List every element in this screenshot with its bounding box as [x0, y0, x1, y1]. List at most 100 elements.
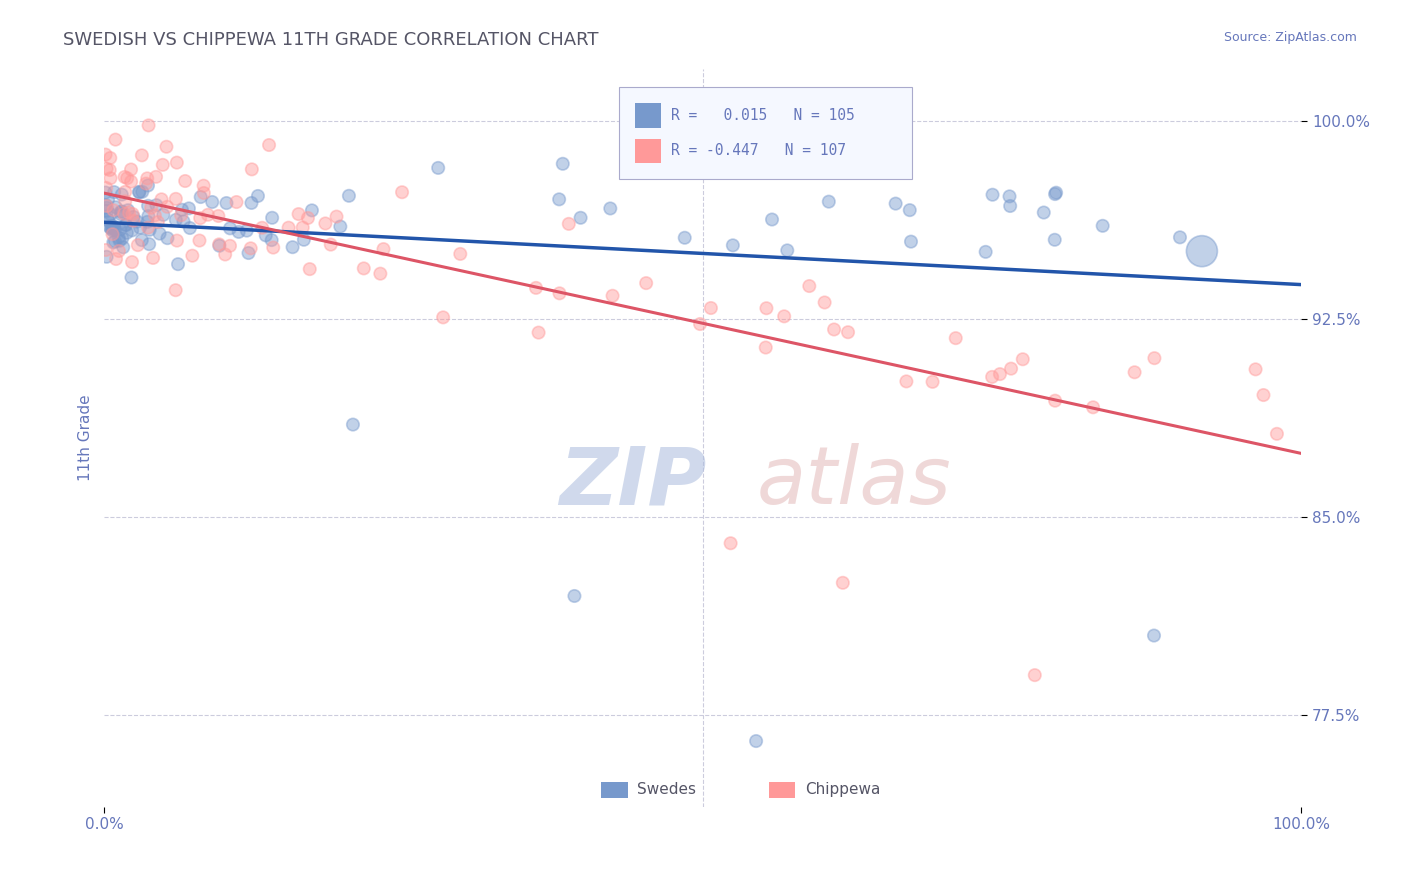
Bar — [769, 782, 796, 798]
Point — [262, 211, 284, 225]
Point — [148, 227, 170, 241]
Point — [1253, 388, 1275, 402]
Point — [104, 222, 127, 236]
Point — [96, 161, 118, 176]
Point — [111, 231, 134, 245]
Point — [114, 218, 136, 232]
Point — [1024, 668, 1046, 682]
Point — [97, 212, 120, 227]
Point — [998, 189, 1021, 203]
Bar — [634, 138, 661, 163]
Point — [96, 199, 118, 213]
Point — [342, 417, 364, 432]
Bar — [634, 103, 661, 128]
Point — [127, 214, 149, 228]
Point — [167, 257, 190, 271]
Point — [115, 171, 138, 186]
Point — [193, 178, 215, 193]
Point — [823, 322, 845, 336]
Point — [776, 244, 799, 258]
Point — [181, 249, 204, 263]
Point — [114, 194, 136, 209]
Point — [138, 237, 160, 252]
Text: R =   0.015   N = 105: R = 0.015 N = 105 — [671, 108, 855, 122]
Point — [602, 289, 624, 303]
Point — [108, 234, 131, 248]
Point — [170, 208, 193, 222]
Point — [773, 310, 796, 324]
Point — [1045, 186, 1067, 200]
Point — [225, 194, 247, 209]
Point — [152, 208, 174, 222]
Point — [101, 227, 124, 242]
Point — [314, 217, 336, 231]
Point — [136, 199, 159, 213]
Point — [96, 250, 118, 264]
Text: ZIP: ZIP — [560, 443, 707, 521]
Text: atlas: atlas — [756, 443, 952, 521]
Point — [689, 317, 711, 331]
Point — [921, 375, 943, 389]
Point — [761, 212, 783, 227]
Point — [170, 202, 193, 217]
Point — [136, 215, 159, 229]
Point — [131, 185, 153, 199]
Point — [136, 178, 159, 193]
Point — [254, 228, 277, 243]
Point — [156, 231, 179, 245]
Point — [98, 151, 121, 165]
Bar — [602, 782, 627, 798]
Point — [1043, 187, 1066, 202]
Point — [115, 218, 138, 232]
Point — [165, 283, 187, 297]
Point — [1168, 230, 1191, 244]
Point — [720, 536, 742, 550]
Point — [1191, 244, 1213, 259]
Point — [165, 212, 187, 227]
Point — [898, 203, 921, 218]
Point — [215, 196, 238, 211]
Point — [114, 185, 136, 199]
Point — [150, 192, 173, 206]
Point — [100, 222, 122, 236]
Point — [98, 219, 121, 234]
Point — [636, 276, 658, 290]
Point — [138, 209, 160, 223]
Point — [755, 341, 778, 355]
Point — [432, 310, 454, 325]
Point — [207, 209, 229, 223]
Point — [121, 270, 143, 285]
Point — [145, 198, 167, 212]
Point — [120, 162, 142, 177]
Point — [325, 210, 347, 224]
Point — [201, 194, 224, 209]
Text: SWEDISH VS CHIPPEWA 11TH GRADE CORRELATION CHART: SWEDISH VS CHIPPEWA 11TH GRADE CORRELATI… — [63, 31, 599, 49]
Point — [188, 211, 211, 226]
Point — [1123, 365, 1146, 379]
Point — [228, 225, 250, 239]
Point — [831, 575, 853, 590]
Point — [138, 119, 160, 133]
Point — [755, 301, 778, 316]
Point — [121, 223, 143, 237]
Point — [129, 220, 152, 235]
Point — [122, 210, 145, 224]
Point — [155, 140, 177, 154]
Point — [208, 237, 231, 252]
Point — [329, 219, 352, 234]
Point — [391, 185, 413, 199]
Point — [239, 241, 262, 255]
Point — [236, 224, 259, 238]
Point — [974, 244, 997, 259]
Point — [240, 162, 263, 177]
Point — [103, 203, 125, 218]
Point — [1011, 352, 1033, 367]
Point — [96, 203, 118, 218]
Point — [981, 187, 1004, 202]
Point — [120, 175, 142, 189]
Point — [208, 239, 231, 253]
Point — [177, 202, 200, 216]
Point — [548, 286, 571, 301]
Point — [121, 255, 143, 269]
Point — [1043, 393, 1066, 408]
